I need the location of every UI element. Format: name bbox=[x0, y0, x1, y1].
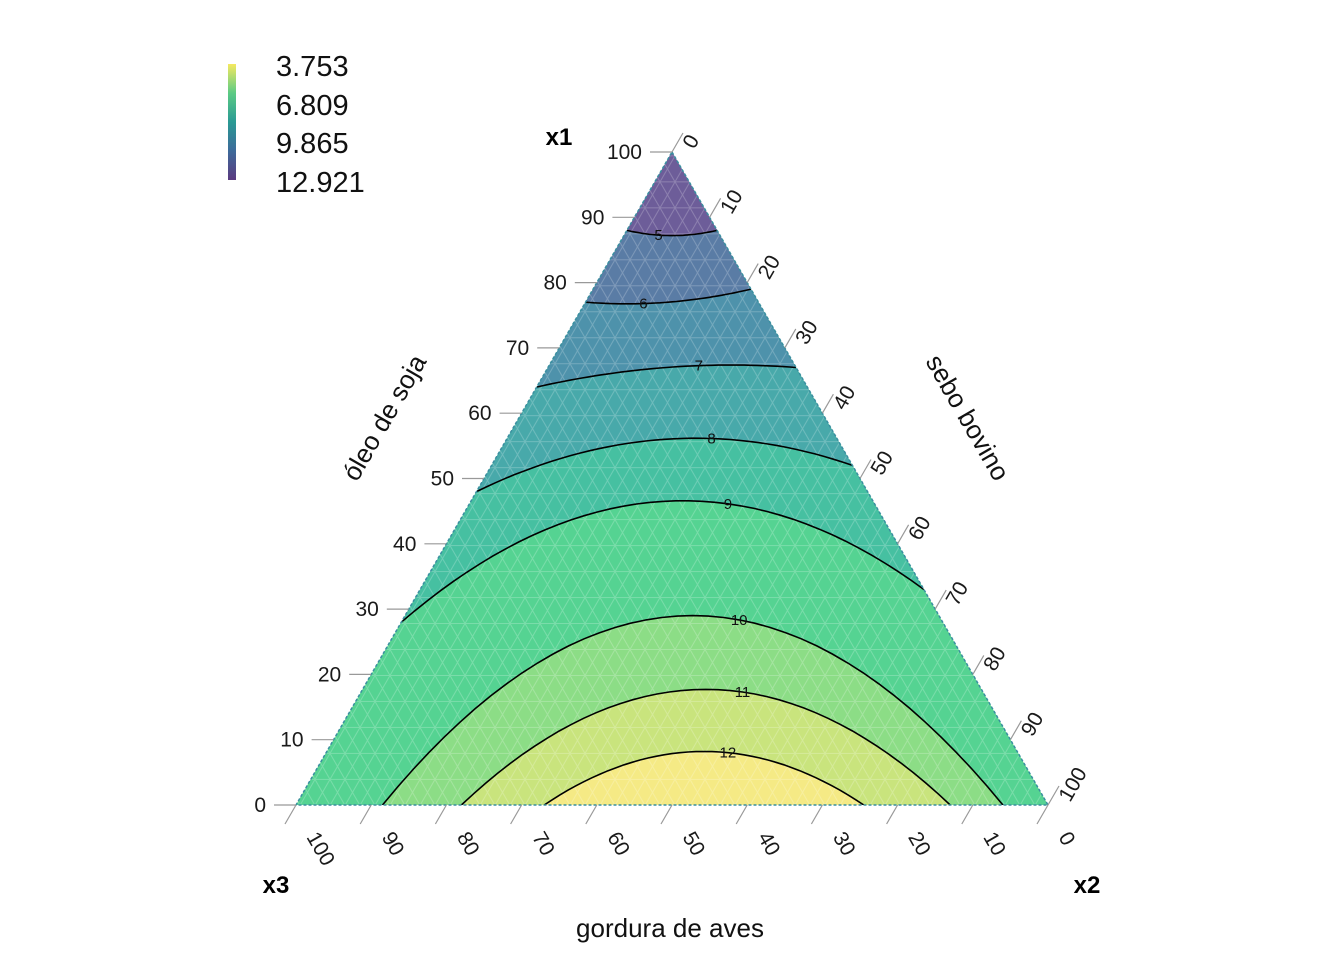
contour-label-5: 5 bbox=[654, 227, 662, 244]
vertex-label-right: x2 bbox=[1074, 872, 1101, 899]
bottom-tick-label: 70 bbox=[527, 828, 559, 860]
bottom-tick-label: 20 bbox=[903, 828, 935, 860]
bottom-tick-label: 50 bbox=[678, 828, 710, 860]
contour-label-12: 12 bbox=[720, 745, 737, 762]
left-tick-label: 60 bbox=[468, 402, 491, 425]
contour-line-12 bbox=[543, 750, 865, 805]
legend: 3.753 6.809 9.865 12.921 bbox=[228, 51, 365, 199]
right-tick-mark bbox=[1047, 785, 1060, 806]
left-tick-label: 40 bbox=[393, 533, 416, 556]
bottom-tick-mark bbox=[961, 804, 974, 825]
right-tick-label: 70 bbox=[942, 578, 974, 610]
bottom-tick-mark bbox=[359, 804, 372, 825]
contour-labels: 5 6 7 8 9 10 11 12 bbox=[639, 227, 750, 762]
bottom-tick-mark bbox=[735, 804, 748, 825]
bottom-tick-mark bbox=[1036, 804, 1049, 825]
left-tick-label: 0 bbox=[254, 794, 266, 817]
contour-line-11 bbox=[460, 688, 951, 805]
bottom-tick-label: 0 bbox=[1054, 828, 1080, 850]
right-tick-label: 30 bbox=[791, 317, 823, 349]
triangle-grid-overlay bbox=[296, 152, 1048, 805]
left-tick-label: 50 bbox=[431, 468, 454, 491]
contour-label-9: 9 bbox=[724, 496, 732, 513]
right-tick-label: 60 bbox=[904, 513, 936, 545]
right-tick-mark bbox=[934, 589, 947, 610]
right-axis-title: sebo bovino bbox=[920, 349, 1016, 485]
bottom-tick-mark bbox=[810, 804, 823, 825]
contour-line-7 bbox=[536, 364, 797, 388]
bottom-tick-mark bbox=[886, 804, 899, 825]
right-tick-mark bbox=[821, 393, 834, 414]
right-tick-mark bbox=[972, 655, 985, 675]
right-tick-mark bbox=[746, 263, 759, 283]
bottom-axis-title: gordura de aves bbox=[576, 913, 764, 943]
contour-lines bbox=[381, 229, 1004, 805]
right-tick-label: 40 bbox=[829, 382, 861, 414]
left-tick-label: 100 bbox=[607, 141, 642, 164]
bottom-tick-label: 80 bbox=[452, 828, 484, 860]
contour-line-5 bbox=[626, 229, 718, 237]
right-tick-label: 10 bbox=[716, 186, 748, 218]
left-tick-label: 10 bbox=[280, 729, 303, 752]
legend-label-1: 3.753 bbox=[276, 51, 349, 83]
bottom-tick-mark bbox=[585, 804, 598, 825]
left-tick-label: 90 bbox=[581, 206, 604, 229]
right-tick-label: 20 bbox=[754, 251, 786, 283]
bottom-tick-label: 30 bbox=[828, 828, 860, 860]
right-tick-mark bbox=[709, 197, 722, 218]
right-tick-label: 90 bbox=[1017, 708, 1049, 740]
contour-label-11: 11 bbox=[735, 684, 751, 701]
contour-label-6: 6 bbox=[639, 296, 647, 313]
right-tick-label: 50 bbox=[866, 447, 898, 479]
right-tick-mark bbox=[671, 132, 684, 153]
legend-color-bar bbox=[228, 64, 236, 180]
contour-line-9 bbox=[400, 500, 925, 623]
contour-label-10: 10 bbox=[731, 612, 748, 629]
bottom-tick-label: 10 bbox=[978, 828, 1010, 860]
right-tick-label: 100 bbox=[1054, 764, 1091, 806]
right-tick-mark bbox=[859, 459, 872, 479]
bottom-tick-label: 100 bbox=[302, 828, 339, 870]
bottom-tick-label: 40 bbox=[753, 828, 785, 860]
vertex-label-left: x3 bbox=[263, 872, 290, 899]
left-tick-label: 20 bbox=[318, 663, 341, 686]
vertex-label-top: x1 bbox=[546, 124, 573, 151]
right-tick-label: 0 bbox=[678, 131, 704, 153]
contour-line-10 bbox=[381, 614, 1004, 805]
right-tick-mark bbox=[784, 328, 797, 349]
bottom-tick-mark bbox=[510, 804, 523, 825]
left-tick-label: 70 bbox=[506, 337, 529, 360]
right-tick-mark bbox=[1009, 720, 1022, 741]
bottom-tick-mark bbox=[284, 804, 297, 825]
contour-line-6 bbox=[585, 288, 752, 305]
right-tick-mark bbox=[897, 524, 910, 545]
contour-label-7: 7 bbox=[695, 358, 703, 375]
contour-line-8 bbox=[476, 437, 853, 493]
right-tick-label: 80 bbox=[979, 643, 1011, 675]
legend-label-2: 6.809 bbox=[276, 90, 349, 122]
bottom-tick-mark bbox=[660, 804, 673, 825]
left-tick-label: 30 bbox=[355, 598, 378, 621]
left-axis-title: óleo de soja bbox=[336, 349, 432, 486]
legend-label-4: 12.921 bbox=[276, 167, 365, 199]
bottom-tick-label: 60 bbox=[602, 828, 634, 860]
contour-label-8: 8 bbox=[707, 431, 715, 448]
bottom-tick-label: 90 bbox=[377, 828, 409, 860]
left-tick-label: 80 bbox=[543, 272, 566, 295]
legend-label-3: 9.865 bbox=[276, 128, 349, 160]
bottom-tick-mark bbox=[434, 804, 447, 825]
